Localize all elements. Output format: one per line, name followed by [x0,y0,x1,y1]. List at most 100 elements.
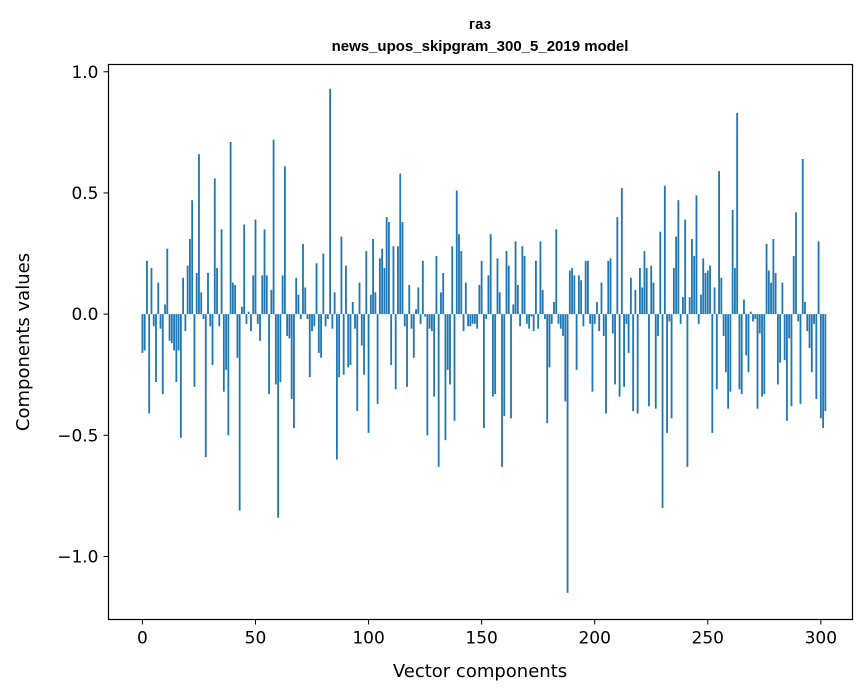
bar-204 [602,314,605,336]
bar-82 [326,314,329,319]
bar-225 [650,265,653,315]
bar-260 [729,314,732,392]
bar-18 [182,277,185,315]
bar-141 [460,251,463,315]
bar-246 [697,314,700,324]
bar-284 [783,314,786,361]
bar-107 [383,268,386,315]
bar-270 [752,314,754,322]
bar-41 [234,285,237,315]
bar-97 [360,314,363,346]
bar-213 [623,314,625,387]
bar-186 [562,314,564,336]
bar-244 [693,255,696,315]
bar-70 [299,314,302,319]
bar-152 [485,314,488,319]
bar-109 [388,222,390,315]
bar-292 [801,159,804,315]
bar-115 [401,222,404,315]
bar-259 [727,314,730,409]
bar-207 [609,258,612,315]
bar-285 [786,314,788,421]
bar-290 [797,314,800,322]
bar-249 [704,272,707,315]
bar-263 [736,112,739,315]
x-tick-label: 200 [578,629,610,649]
bar-188 [566,314,569,593]
bar-209 [614,314,616,385]
bar-282 [779,314,782,363]
bar-75 [311,314,313,332]
bar-53 [261,275,264,315]
bar-121 [415,309,417,315]
bar-90 [345,265,347,315]
bar-46 [245,314,248,324]
bar-296 [810,314,813,373]
bar-153 [487,275,490,315]
bar-19 [184,314,187,332]
bar-26 [200,292,203,315]
bar-0 [141,314,144,353]
bar-48 [250,314,252,332]
bar-250 [706,270,709,315]
bar-147 [473,314,476,324]
bar-13 [170,314,173,344]
bar-92 [349,314,352,366]
bar-56 [268,314,270,395]
plot-frame [107,63,854,621]
bar-167 [519,314,521,327]
bar-119 [410,314,413,329]
bar-123 [419,314,422,324]
bar-192 [575,314,578,370]
bar-158 [498,292,501,315]
bar-277 [767,270,770,315]
bar-94 [354,314,356,329]
bar-217 [632,314,635,412]
y-tick-label: 0.5 [71,184,98,204]
bar-81 [324,314,327,327]
bar-57 [270,289,273,315]
bar-120 [412,314,415,358]
bar-76 [313,314,316,327]
bar-189 [568,270,571,315]
bar-166 [516,285,519,315]
bar-98 [363,314,365,375]
bar-291 [799,314,802,404]
bar-254 [715,314,718,390]
bar-154 [489,234,492,315]
bar-1 [143,314,146,351]
bar-151 [482,314,485,429]
bar-227 [654,314,657,409]
bar-237 [677,200,680,315]
bar-248 [702,258,705,315]
bar-64 [286,314,289,336]
bar-174 [535,260,537,315]
bar-42 [236,314,239,358]
bar-122 [417,287,420,315]
bar-126 [426,314,429,436]
bar-300 [819,314,822,419]
bar-139 [455,190,458,315]
bar-206 [607,260,610,315]
bar-224 [648,314,650,407]
bar-255 [718,171,720,315]
bar-87 [338,314,341,378]
bar-218 [634,289,637,315]
bar-183 [555,229,558,315]
bar-36 [222,314,225,392]
bar-106 [381,248,384,315]
bar-230 [661,314,664,509]
bar-194 [580,280,583,315]
bar-28 [204,314,207,458]
y-tick-label: −0.5 [57,426,98,446]
bar-191 [573,275,576,315]
bar-242 [688,297,691,315]
bar-240 [684,219,687,315]
bar-159 [501,314,503,467]
bar-286 [788,314,791,339]
bar-149 [478,285,481,315]
bar-212 [620,188,623,315]
y-tick-label: 1.0 [71,63,98,83]
bar-49 [252,275,255,315]
